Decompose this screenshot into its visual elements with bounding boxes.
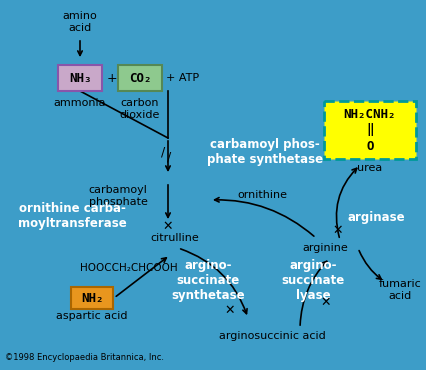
Text: argino-
succinate
synthetase: argino- succinate synthetase <box>171 259 245 302</box>
Text: ✕: ✕ <box>163 219 173 232</box>
FancyBboxPatch shape <box>118 65 162 91</box>
FancyBboxPatch shape <box>71 287 113 309</box>
Text: arginase: arginase <box>348 212 406 225</box>
Text: argino-
succinate
lyase: argino- succinate lyase <box>282 259 345 302</box>
Text: CO₂: CO₂ <box>129 71 151 84</box>
Text: dioxide: dioxide <box>120 110 160 120</box>
Text: aspartic acid: aspartic acid <box>56 311 128 321</box>
Text: HOOCCH₂CHCOOH: HOOCCH₂CHCOOH <box>80 263 178 273</box>
Text: arginine: arginine <box>302 243 348 253</box>
Text: carbon: carbon <box>121 98 159 108</box>
Text: carbamoyl
phosphate: carbamoyl phosphate <box>89 185 147 207</box>
Text: arginosuccinic acid: arginosuccinic acid <box>219 331 325 341</box>
Text: NH₂CNH₂
‖
O: NH₂CNH₂ ‖ O <box>344 108 396 152</box>
Text: ammonia: ammonia <box>54 98 106 108</box>
Text: NH₂: NH₂ <box>81 292 103 305</box>
Text: /: / <box>161 145 165 158</box>
Text: fumaric
acid: fumaric acid <box>379 279 421 301</box>
Text: ornithine: ornithine <box>237 190 287 200</box>
Text: ©1998 Encyclopaedia Britannica, Inc.: ©1998 Encyclopaedia Britannica, Inc. <box>5 353 164 362</box>
Text: ✕: ✕ <box>225 303 235 316</box>
Text: carbamoyl phos-
phate synthetase: carbamoyl phos- phate synthetase <box>207 138 323 166</box>
Text: urea: urea <box>357 163 383 173</box>
Text: +: + <box>106 71 117 84</box>
FancyBboxPatch shape <box>324 101 416 159</box>
Text: ✕: ✕ <box>333 223 343 236</box>
Text: citrulline: citrulline <box>151 233 199 243</box>
Text: amino
acid: amino acid <box>63 11 98 33</box>
Text: /: / <box>167 151 171 164</box>
Text: ✕: ✕ <box>321 296 331 309</box>
Text: NH₃: NH₃ <box>69 71 91 84</box>
Text: + ATP: + ATP <box>167 73 199 83</box>
Text: ornithine carba-
moyltransferase: ornithine carba- moyltransferase <box>17 202 127 230</box>
FancyBboxPatch shape <box>58 65 102 91</box>
